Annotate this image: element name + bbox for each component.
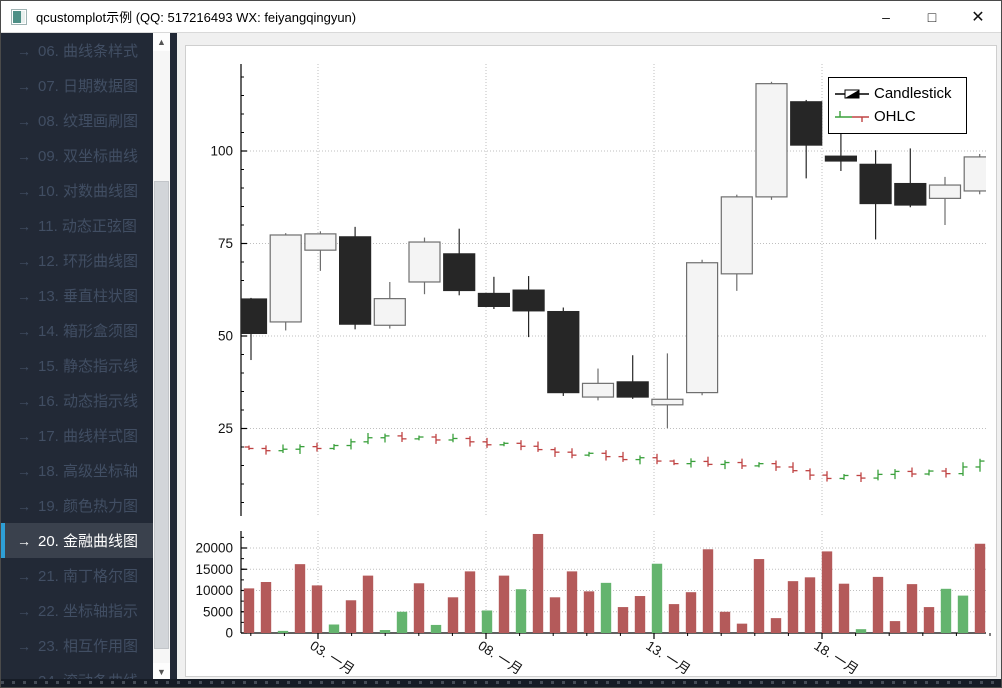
chart-svg: 25 50 75 100 0 5000 10000 15000 20000 03. 一月 08. 一… <box>195 64 991 678</box>
sidebar-item-label: 11. 动态正弦图 <box>38 218 137 235</box>
sidebar-item-label: 18. 高级坐标轴 <box>38 463 139 480</box>
sidebar-item-label: 07. 日期数据图 <box>38 78 139 95</box>
sidebar-item-label: 15. 静态指示线 <box>38 358 139 375</box>
sidebar-item-16[interactable]: → 16. 动态指示线 <box>1 383 153 418</box>
arrow-icon: → <box>17 672 31 682</box>
close-button[interactable]: ✕ <box>971 8 985 26</box>
sidebar-item-label: 13. 垂直柱状图 <box>38 288 139 305</box>
arrow-icon: → <box>17 392 31 409</box>
sidebar-item-10[interactable]: → 10. 对数曲线图 <box>1 173 153 208</box>
svg-text:18. 一月: 18. 一月 <box>811 638 861 678</box>
scroll-down-button[interactable]: ▼ <box>153 663 170 681</box>
app-icon <box>11 8 27 25</box>
arrow-icon: → <box>17 427 31 444</box>
candlestick-icon <box>835 89 869 98</box>
svg-text:50: 50 <box>218 329 233 344</box>
sidebar-item-20[interactable]: → 20. 金融曲线图 <box>1 523 153 558</box>
ohlc-icon <box>835 110 869 122</box>
maximize-button[interactable]: □ <box>927 8 937 25</box>
sidebar-item-label: 24. 滚动条曲线 <box>38 670 138 681</box>
sidebar-item-19[interactable]: → 19. 颜色热力图 <box>1 488 153 523</box>
sidebar-item-label: 20. 金融曲线图 <box>38 533 139 550</box>
arrow-icon: → <box>17 77 31 94</box>
arrow-icon: → <box>17 637 31 654</box>
svg-text:5000: 5000 <box>203 604 233 619</box>
minimize-button[interactable]: – <box>882 8 890 25</box>
arrow-icon: → <box>17 112 31 129</box>
svg-text:25: 25 <box>218 421 233 436</box>
arrow-icon: → <box>17 287 31 304</box>
legend-item-ohlc[interactable]: OHLC <box>835 105 958 128</box>
arrow-icon: → <box>17 567 31 584</box>
arrow-icon: → <box>17 147 31 164</box>
arrow-icon: → <box>17 252 31 269</box>
sidebar-item-label: 09. 双坐标曲线 <box>38 148 139 165</box>
svg-text:08. 一月: 08. 一月 <box>475 638 525 678</box>
sidebar-item-15[interactable]: → 15. 静态指示线 <box>1 348 153 383</box>
sidebar-item-06[interactable]: → 06. 曲线条样式 <box>1 33 153 68</box>
sidebar: → 06. 曲线条样式 → 07. 日期数据图 → 08. 纹理画刷图 → 09. 双坐标曲线… <box>1 33 177 687</box>
arrow-icon: → <box>17 462 31 479</box>
sidebar-item-08[interactable]: → 08. 纹理画刷图 <box>1 103 153 138</box>
sidebar-item-13[interactable]: → 13. 垂直柱状图 <box>1 278 153 313</box>
window-title: qcustomplot示例 (QQ: 517216493 WX: feiyang… <box>36 10 357 25</box>
svg-text:75: 75 <box>218 236 233 251</box>
svg-text:03. 一月: 03. 一月 <box>307 638 357 678</box>
chevron-down-icon: ▼ <box>157 667 166 677</box>
svg-text:10000: 10000 <box>195 583 233 598</box>
svg-text:13. 一月: 13. 一月 <box>643 638 693 678</box>
arrow-icon: → <box>17 42 31 59</box>
svg-text:15000: 15000 <box>195 562 233 577</box>
scroll-up-button[interactable]: ▲ <box>153 33 170 51</box>
plot-panel <box>185 45 997 677</box>
sidebar-item-label: 10. 对数曲线图 <box>38 183 139 200</box>
sidebar-item-label: 14. 箱形盒须图 <box>38 323 139 340</box>
sidebar-item-18[interactable]: → 18. 高级坐标轴 <box>1 453 153 488</box>
legend-item-candlestick[interactable]: Candlestick <box>835 82 958 105</box>
svg-text:0: 0 <box>225 626 233 641</box>
sidebar-item-21[interactable]: → 21. 南丁格尔图 <box>1 558 153 593</box>
sidebar-item-label: 22. 坐标轴指示 <box>38 603 139 620</box>
arrow-icon: → <box>17 497 31 514</box>
arrow-icon: → <box>17 182 31 199</box>
sidebar-item-24[interactable]: → 24. 滚动条曲线 <box>1 663 153 682</box>
arrow-icon: → <box>17 217 31 234</box>
sidebar-item-label: 16. 动态指示线 <box>38 393 139 410</box>
titlebar: qcustomplot示例 (QQ: 517216493 WX: feiyang… <box>1 1 1001 33</box>
svg-text:100: 100 <box>210 144 233 159</box>
sidebar-item-label: 17. 曲线样式图 <box>38 428 139 445</box>
sidebar-item-22[interactable]: → 22. 坐标轴指示 <box>1 593 153 628</box>
content-area: 25 50 75 100 0 5000 10000 15000 20000 03. 一月 08. 一… <box>177 33 1001 687</box>
sidebar-item-label: 19. 颜色热力图 <box>38 498 139 515</box>
sidebar-item-11[interactable]: → 11. 动态正弦图 <box>1 208 153 243</box>
legend-label: OHLC <box>874 108 916 125</box>
chevron-up-icon: ▲ <box>157 37 166 47</box>
svg-text:20000: 20000 <box>195 541 233 556</box>
window-controls: – □ ✕ <box>863 1 1001 32</box>
arrow-icon: → <box>17 357 31 374</box>
sidebar-item-label: 21. 南丁格尔图 <box>38 568 139 585</box>
sidebar-item-17[interactable]: → 17. 曲线样式图 <box>1 418 153 453</box>
sidebar-item-09[interactable]: → 09. 双坐标曲线 <box>1 138 153 173</box>
sidebar-item-14[interactable]: → 14. 箱形盒须图 <box>1 313 153 348</box>
sidebar-item-label: 23. 相互作用图 <box>38 638 139 655</box>
arrow-icon: → <box>17 322 31 339</box>
sidebar-item-23[interactable]: → 23. 相互作用图 <box>1 628 153 663</box>
arrow-icon: → <box>17 532 31 549</box>
sidebar-item-12[interactable]: → 12. 环形曲线图 <box>1 243 153 278</box>
bottom-clipped-strip <box>1 679 1001 687</box>
legend-label: Candlestick <box>874 85 952 102</box>
sidebar-item-label: 06. 曲线条样式 <box>38 43 139 60</box>
sidebar-menu: → 06. 曲线条样式 → 07. 日期数据图 → 08. 纹理画刷图 → 09. 双坐标曲线… <box>1 33 153 681</box>
arrow-icon: → <box>17 602 31 619</box>
sidebar-item-label: 08. 纹理画刷图 <box>38 113 139 130</box>
sidebar-item-07[interactable]: → 07. 日期数据图 <box>1 68 153 103</box>
chart-legend: Candlestick OHLC <box>828 77 967 134</box>
scrollbar-thumb[interactable] <box>154 181 169 649</box>
sidebar-item-label: 12. 环形曲线图 <box>38 253 139 270</box>
sidebar-scrollbar[interactable]: ▲ ▼ <box>153 33 170 681</box>
